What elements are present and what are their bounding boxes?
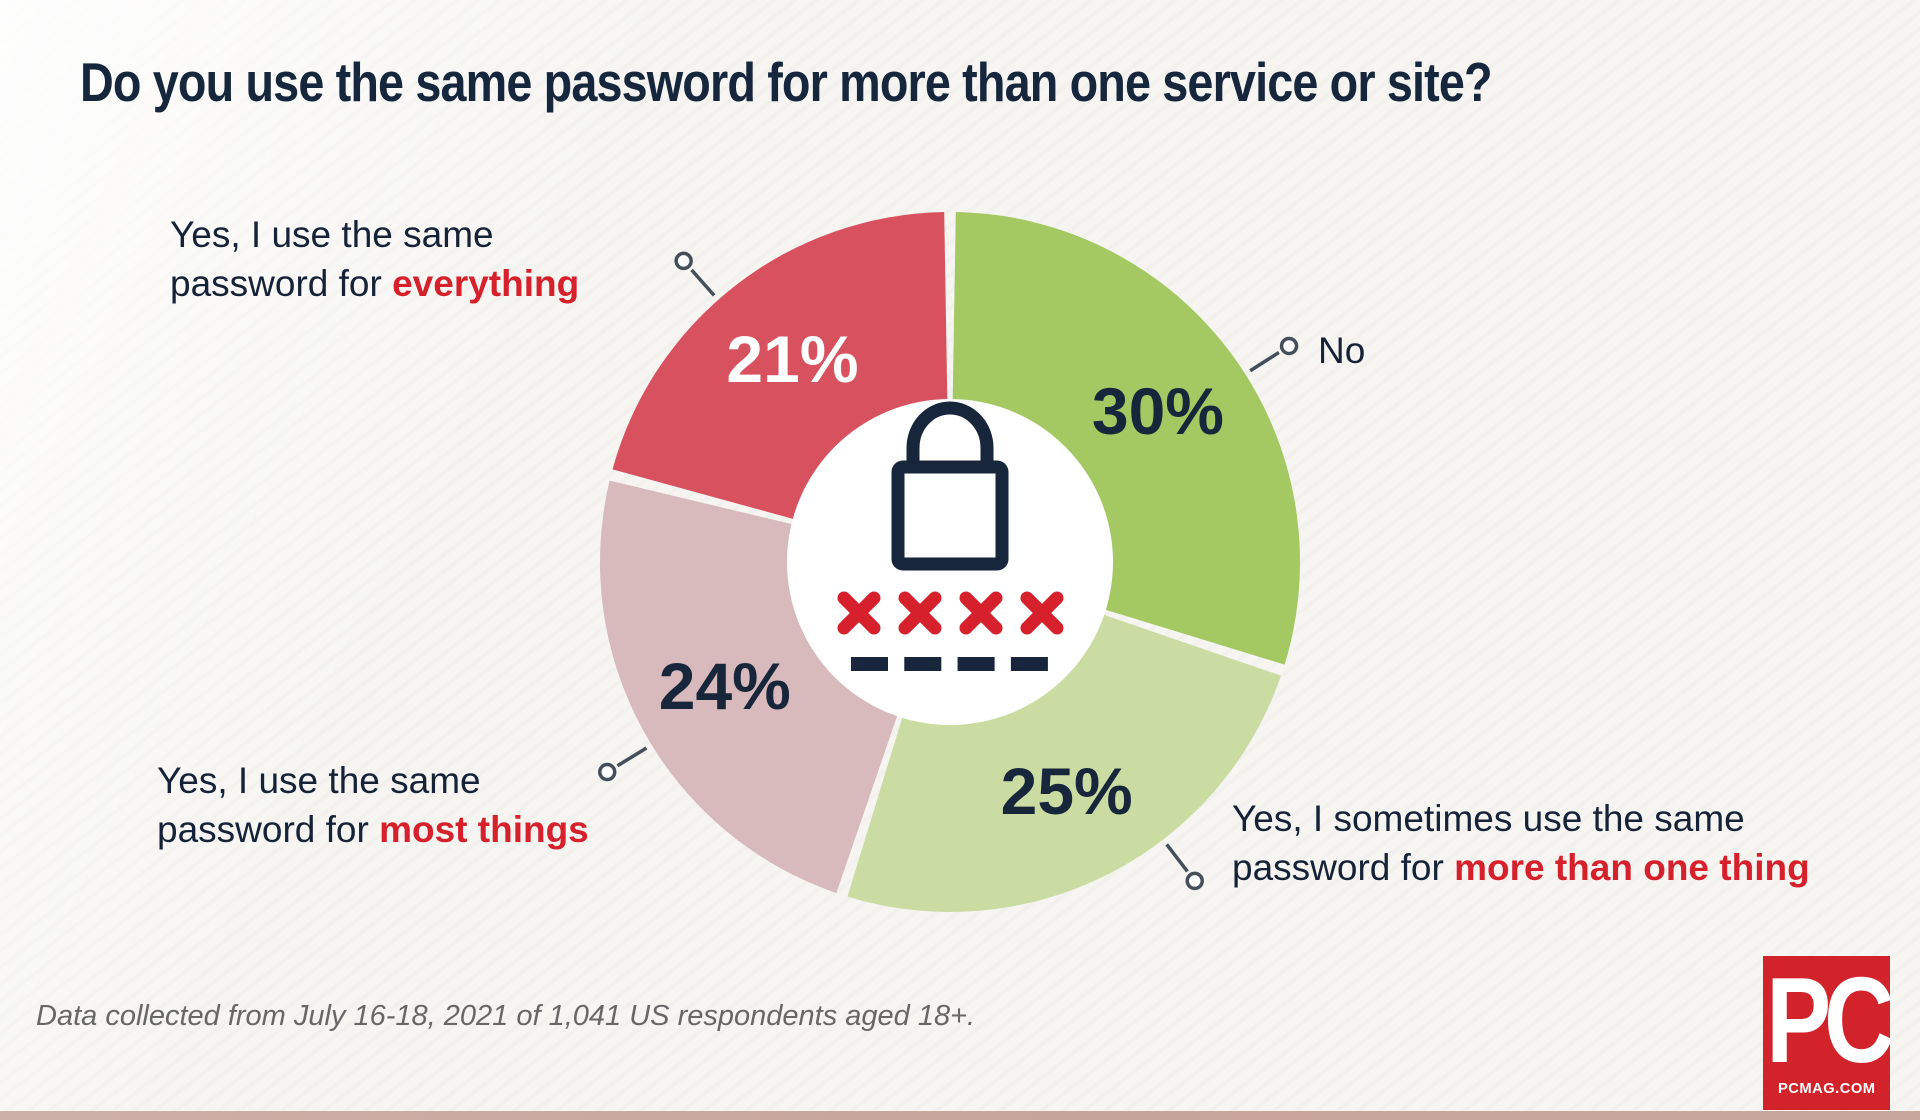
- callout-line-most: [616, 746, 648, 768]
- label-sometimes-line1: Yes, I sometimes use the same: [1232, 798, 1745, 839]
- slice-value-sometimes: 25%: [1001, 754, 1133, 828]
- callout-line-everything: [690, 268, 716, 297]
- padlock-shackle: [906, 401, 994, 472]
- password-x-mark-2: [898, 591, 942, 635]
- slice-value-no: 30%: [1092, 374, 1224, 448]
- label-most-things: Yes, I use the same password for most th…: [157, 756, 589, 854]
- label-sometimes-emphasis: more than one thing: [1454, 847, 1810, 888]
- label-no-text: No: [1318, 330, 1366, 371]
- data-source-footnote: Data collected from July 16-18, 2021 of …: [36, 1000, 976, 1032]
- donut-slice-no: [952, 212, 1300, 665]
- callout-dot-most: [597, 762, 617, 782]
- label-everything-line1: Yes, I use the same: [170, 214, 494, 255]
- label-more-than-one-thing: Yes, I sometimes use the same password f…: [1232, 794, 1810, 892]
- slice-value-most: 24%: [659, 649, 791, 723]
- donut-slice-most: [600, 480, 898, 894]
- pcmag-logo: PC PCMAG.COM: [1763, 956, 1890, 1110]
- label-no: No: [1318, 326, 1365, 375]
- label-everything-emphasis: everything: [392, 263, 580, 304]
- label-everything-line2: password for: [170, 263, 393, 304]
- label-sometimes-line2: password for: [1232, 847, 1455, 888]
- callout-line-no: [1249, 350, 1280, 373]
- callout-line-sometimes: [1165, 843, 1189, 873]
- bottom-divider-strip: [0, 1111, 1920, 1120]
- padlock-password-icon: [891, 401, 1009, 571]
- label-most-line1: Yes, I use the same: [157, 760, 481, 801]
- page-title: Do you use the same password for more th…: [80, 51, 1493, 113]
- callout-dot-sometimes: [1185, 871, 1204, 891]
- label-most-line2: password for: [157, 809, 380, 850]
- pcmag-logo-site: PCMAG.COM: [1777, 1080, 1876, 1097]
- label-most-emphasis: most things: [379, 809, 589, 850]
- password-x-mark-4: [1020, 591, 1064, 635]
- slice-value-everything: 21%: [726, 322, 858, 396]
- pcmag-logo-pc: PC: [1765, 956, 1890, 1088]
- padlock-body: [891, 460, 1009, 571]
- callout-dot-everything: [674, 251, 693, 271]
- password-x-mark-3: [959, 591, 1003, 635]
- callout-dot-no: [1279, 336, 1299, 356]
- donut-slice-everything: [612, 212, 948, 520]
- donut-slice-sometimes: [847, 614, 1282, 912]
- label-everything: Yes, I use the same password for everyth…: [170, 210, 579, 308]
- password-x-mark-1: [837, 591, 881, 635]
